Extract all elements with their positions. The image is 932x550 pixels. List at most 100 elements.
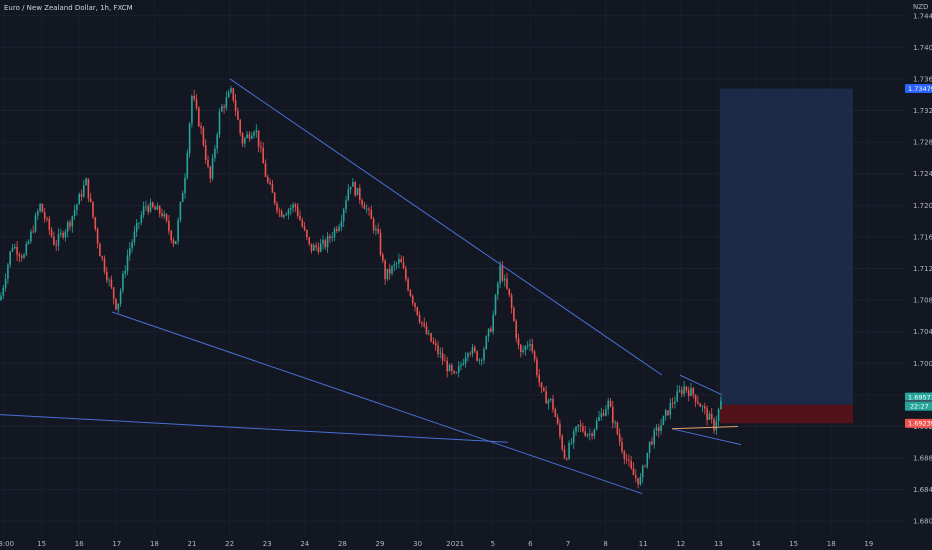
candle-body (623, 451, 626, 459)
time-axis-label: 19 (864, 540, 873, 548)
candle-body (393, 264, 396, 267)
time-axis-label: 22 (225, 540, 234, 548)
candle-body (570, 442, 573, 444)
time-axis-label: 12 (676, 540, 685, 548)
candle-body (16, 246, 18, 255)
candle-body (34, 215, 37, 232)
price-axis[interactable]: 1.74400 1.74000 1.73600 1.73200 1.72800 1.724… (905, 0, 932, 550)
trendlines[interactable] (0, 78, 742, 495)
candle-body (706, 408, 708, 420)
candle-body (685, 386, 688, 391)
candle-body (372, 218, 375, 231)
candle-body (644, 465, 646, 467)
candle-body (678, 390, 681, 392)
candle-body (20, 256, 23, 258)
price-axis-label: 1.68000 (913, 518, 932, 526)
candle-body (457, 366, 460, 373)
candle-body (416, 307, 419, 315)
candle-body (207, 159, 209, 167)
candle-body (299, 215, 301, 221)
candle-body (294, 204, 297, 207)
candle-body (110, 279, 113, 288)
candle-body (223, 106, 225, 108)
candle-body (99, 243, 101, 257)
price-tag-target[interactable] (905, 84, 932, 94)
candle-body (129, 248, 131, 256)
candle-body (713, 418, 715, 431)
candle-body (692, 387, 695, 395)
candle-body (172, 240, 175, 244)
candle-body (221, 106, 223, 112)
candle-body (319, 243, 322, 252)
candle-body (85, 178, 87, 186)
candle-body (575, 426, 577, 432)
candle-body (690, 387, 692, 397)
candle-body (64, 231, 67, 238)
candle-body (230, 88, 232, 93)
candle-body (469, 353, 471, 355)
candle-body (50, 229, 53, 237)
price-axis-label: 1.68400 (913, 486, 932, 494)
time-axis-label: 29 (376, 540, 385, 548)
candle-body (444, 360, 446, 362)
stop-zone[interactable] (720, 404, 853, 424)
candle-body (704, 406, 706, 409)
candle-body (165, 214, 168, 221)
candle-body (517, 338, 520, 345)
candle-body (115, 298, 117, 310)
candle-body (683, 386, 685, 394)
candle-body (669, 403, 672, 416)
candle-body (241, 133, 244, 144)
price-axis-label: 1.74000 (913, 44, 932, 52)
candle-body (478, 359, 481, 361)
target-zone[interactable] (720, 88, 853, 405)
candle-body (681, 390, 683, 394)
candle-body (262, 148, 264, 164)
candle-body (191, 95, 193, 124)
candle-body (163, 214, 166, 217)
trendline[interactable] (679, 374, 723, 396)
candle-body (423, 323, 425, 326)
candle-body (218, 111, 221, 135)
candle-body (432, 341, 435, 344)
candle-body (264, 163, 267, 177)
price-tag-current[interactable] (905, 392, 932, 402)
candle-body (204, 145, 207, 160)
candle-body (271, 184, 274, 193)
long-position-tool[interactable] (720, 88, 853, 424)
candle-body (87, 178, 90, 199)
time-axis[interactable]: 23:00 15 16 17 18 21 22 23 24 28 29 30 2021 5 6 7 8 11 12 1… (0, 540, 873, 548)
candle-body (103, 258, 106, 272)
price-axis-label: 1.70800 (913, 297, 932, 305)
candle-body (421, 321, 423, 324)
candle-body (80, 194, 83, 197)
time-axis-label: 23:00 (0, 540, 14, 548)
candle-body (154, 206, 156, 210)
candle-body (538, 374, 540, 383)
candle-body (653, 430, 655, 445)
candle-body (637, 478, 639, 485)
candle-body (648, 441, 651, 453)
time-axis-label: 15 (37, 540, 46, 548)
candle-body (62, 232, 64, 238)
trendline[interactable] (671, 428, 742, 446)
candle-body (549, 398, 552, 401)
price-tag-stop[interactable] (905, 418, 932, 428)
candle-body (25, 243, 28, 255)
candle-body (214, 148, 216, 159)
trendline[interactable] (0, 414, 509, 443)
candle-body (662, 415, 665, 426)
candle-body (651, 441, 653, 445)
candle-body (237, 110, 239, 120)
candle-body (322, 240, 324, 244)
candle-body (301, 220, 304, 227)
trendline[interactable] (229, 78, 663, 376)
candle-body (379, 232, 382, 255)
candle-body (582, 426, 584, 432)
trendline[interactable] (111, 311, 643, 495)
candle-body (347, 189, 350, 201)
horizontal-ray[interactable] (671, 425, 739, 430)
candle-body (306, 230, 308, 238)
